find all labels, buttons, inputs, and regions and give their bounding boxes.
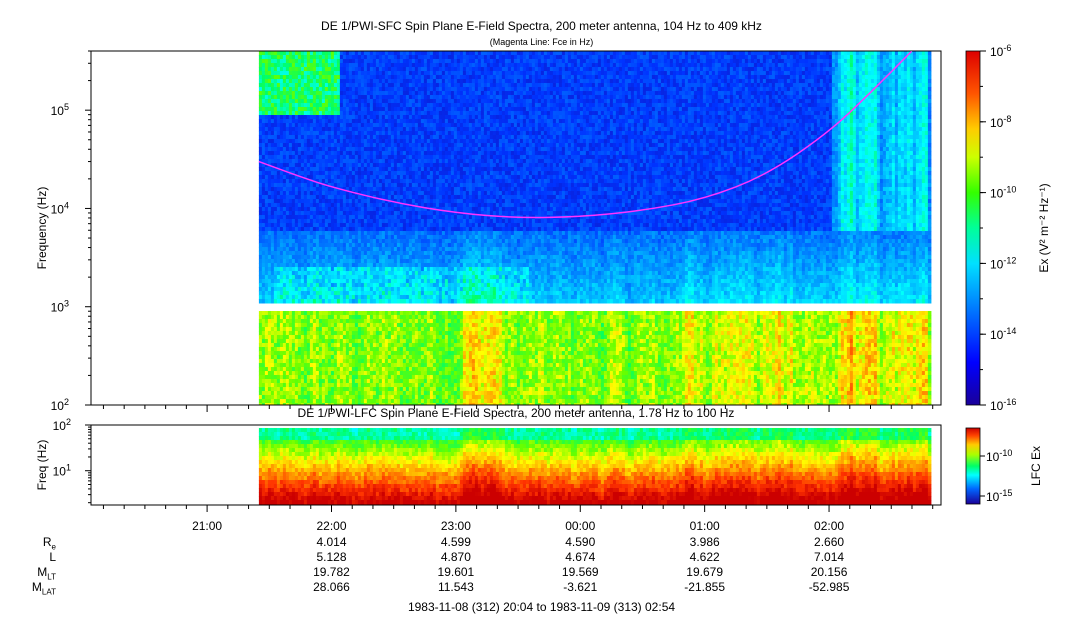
sfc-y-axis-label: Frequency (Hz) — [35, 187, 49, 270]
sfc-y-axis: 102 103 104 105 — [51, 51, 91, 413]
lfc-colorbar-tick-label: 10-15 — [986, 488, 1012, 504]
sfc-y-tick-label: 104 — [51, 200, 69, 216]
frequency-gap — [91, 305, 941, 311]
ephemeris-value: 11.543 — [421, 580, 491, 594]
ephemeris-value: 3.986 — [670, 535, 740, 549]
ephemeris-value: 4.014 — [296, 535, 366, 549]
ephemeris-value: 20.156 — [794, 565, 864, 579]
ephemeris-value: 7.014 — [794, 550, 864, 564]
ephemeris-value: 2.660 — [794, 535, 864, 549]
ephemeris-value: 4.870 — [421, 550, 491, 564]
ephemeris-row-label: L — [49, 550, 56, 564]
ephemeris-value: -21.855 — [670, 580, 740, 594]
sfc-colorbar-ticks: 10-6 10-8 10-10 10-12 10-14 10-16 — [980, 43, 1016, 413]
sfc-colorbar-tick-label: 10-6 — [990, 43, 1011, 59]
sfc-y-tick-label: 105 — [51, 102, 69, 118]
lfc-y-tick-label: 101 — [53, 463, 71, 479]
lfc-colorbar-label: LFC Ex — [1029, 446, 1043, 486]
lfc-colorbar — [966, 428, 980, 504]
time-tick-label: 23:00 — [441, 519, 471, 533]
ephemeris-value: -52.985 — [794, 580, 864, 594]
time-tick-label: 21:00 — [192, 519, 222, 533]
ephemeris-value: 4.599 — [421, 535, 491, 549]
lfc-colorbar-ticks: 10-10 10-15 — [980, 448, 1012, 504]
ephemeris-value: 4.622 — [670, 550, 740, 564]
lfc-y-tick-label: 102 — [53, 417, 71, 433]
sfc-colorbar-tick-label: 10-10 — [990, 185, 1016, 201]
lfc-colorbar-tick-label: 10-10 — [986, 448, 1012, 464]
ephemeris-row-label: Re — [43, 535, 56, 551]
ephemeris-value: 19.569 — [545, 565, 615, 579]
lfc-y-axis-label: Freq (Hz) — [35, 440, 49, 491]
sfc-colorbar-label: Ex (V² m⁻² Hz⁻¹) — [1037, 183, 1051, 272]
ephemeris-value: 5.128 — [296, 550, 366, 564]
sfc-y-tick-label: 102 — [51, 397, 69, 413]
sfc-colorbar-tick-label: 10-12 — [990, 255, 1016, 271]
time-tick-label: 02:00 — [814, 519, 844, 533]
sfc-colorbar-tick-label: 10-8 — [990, 114, 1011, 130]
time-tick-label: 01:00 — [690, 519, 720, 533]
sfc-y-tick-label: 103 — [51, 299, 69, 315]
lfc-y-axis: 101 102 — [53, 417, 91, 503]
ephemeris-value: 4.590 — [545, 535, 615, 549]
ephemeris-row-label: MLAT — [32, 580, 56, 596]
time-tick-label: 22:00 — [316, 519, 346, 533]
ephemeris-value: 28.066 — [296, 580, 366, 594]
ephemeris-row-label: MLT — [37, 565, 56, 581]
ephemeris-value: -3.621 — [545, 580, 615, 594]
sfc-colorbar — [966, 51, 980, 405]
ephemeris-value: 4.674 — [545, 550, 615, 564]
ephemeris-value: 19.782 — [296, 565, 366, 579]
sfc-colorbar-tick-label: 10-14 — [990, 326, 1016, 342]
ephemeris-value: 19.601 — [421, 565, 491, 579]
sfc-x-ticks — [103, 405, 932, 412]
sfc-spectrogram — [91, 51, 941, 408]
time-tick-label: 00:00 — [565, 519, 595, 533]
ephemeris-value: 19.679 — [670, 565, 740, 579]
lfc-spectrogram — [259, 428, 932, 505]
time-axis: 21:00 22:00 23:00 00:00 01:00 02:00 — [103, 505, 932, 533]
time-range-footer: 1983-11-08 (312) 20:04 to 1983-11-09 (31… — [0, 600, 1083, 614]
sfc-colorbar-tick-label: 10-16 — [990, 397, 1016, 413]
